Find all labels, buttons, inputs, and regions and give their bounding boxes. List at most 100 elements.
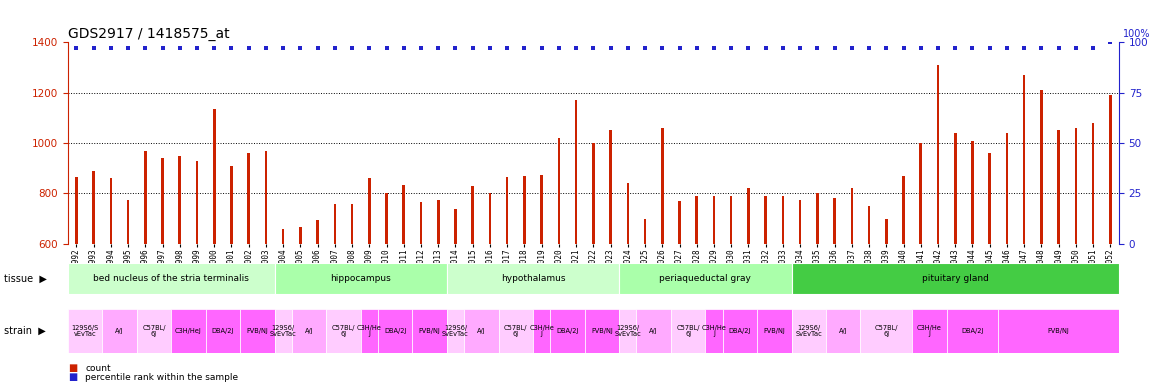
Text: strain  ▶: strain ▶: [4, 326, 46, 336]
Text: C3H/HeJ: C3H/HeJ: [175, 328, 202, 334]
Text: C57BL/
6J: C57BL/ 6J: [676, 325, 700, 338]
Bar: [550, 309, 585, 353]
Text: DBA/2J: DBA/2J: [729, 328, 751, 334]
Bar: [68, 263, 274, 294]
Bar: [695, 196, 698, 244]
Text: tissue  ▶: tissue ▶: [4, 273, 47, 283]
Point: [842, 45, 861, 51]
Text: A/J: A/J: [477, 328, 486, 334]
Point: [326, 45, 345, 51]
Point: [584, 45, 603, 51]
Text: A/J: A/J: [839, 328, 848, 334]
Point: [635, 45, 654, 51]
Bar: [499, 309, 533, 353]
Bar: [68, 309, 103, 353]
Point: [929, 45, 947, 51]
Point: [619, 45, 638, 51]
Point: [257, 45, 276, 51]
Text: FVB/NJ: FVB/NJ: [1048, 328, 1070, 334]
Bar: [144, 151, 147, 244]
Bar: [361, 309, 378, 353]
Bar: [274, 263, 447, 294]
Bar: [610, 131, 612, 244]
Bar: [317, 220, 319, 244]
Bar: [292, 309, 326, 353]
Bar: [919, 143, 922, 244]
Point: [653, 45, 672, 51]
Point: [1084, 45, 1103, 51]
Point: [688, 45, 707, 51]
Bar: [637, 309, 670, 353]
Text: percentile rank within the sample: percentile rank within the sample: [85, 373, 238, 382]
Bar: [1057, 131, 1059, 244]
Bar: [988, 153, 990, 244]
Bar: [472, 186, 474, 244]
Text: 129S6/
SvEvTac: 129S6/ SvEvTac: [795, 325, 822, 338]
Bar: [248, 153, 250, 244]
Bar: [326, 309, 361, 353]
Text: 129S6/
SvEvTac: 129S6/ SvEvTac: [443, 325, 468, 338]
Bar: [161, 158, 164, 244]
Text: ■: ■: [68, 372, 77, 382]
Text: C3H/He
J: C3H/He J: [917, 325, 941, 338]
Text: C57BL/
6J: C57BL/ 6J: [142, 325, 166, 338]
Bar: [670, 309, 705, 353]
Point: [808, 45, 827, 51]
Point: [895, 45, 913, 51]
Bar: [946, 309, 999, 353]
Bar: [533, 309, 550, 353]
Point: [997, 45, 1016, 51]
Bar: [661, 128, 663, 244]
Bar: [592, 143, 595, 244]
Bar: [1075, 128, 1077, 244]
Bar: [757, 309, 792, 353]
Text: FVB/NJ: FVB/NJ: [764, 328, 785, 334]
Bar: [385, 194, 388, 244]
Point: [188, 45, 207, 51]
Bar: [464, 309, 499, 353]
Point: [119, 45, 138, 51]
Text: A/J: A/J: [305, 328, 313, 334]
Point: [1049, 45, 1068, 51]
Bar: [723, 309, 757, 353]
Text: 129S6/
SvEvTac: 129S6/ SvEvTac: [614, 325, 641, 338]
Text: periaqueductal gray: periaqueductal gray: [660, 274, 751, 283]
Bar: [488, 194, 492, 244]
Point: [1066, 45, 1085, 51]
Bar: [299, 227, 301, 244]
Bar: [172, 309, 206, 353]
Point: [102, 45, 120, 51]
Point: [222, 45, 241, 51]
Bar: [196, 161, 199, 244]
Point: [1101, 39, 1120, 45]
Point: [964, 45, 982, 51]
Bar: [1110, 95, 1112, 244]
Text: pituitary gland: pituitary gland: [922, 274, 988, 283]
Point: [946, 45, 965, 51]
Point: [308, 45, 327, 51]
Text: A/J: A/J: [649, 328, 658, 334]
Bar: [230, 166, 232, 244]
Point: [515, 45, 534, 51]
Point: [273, 45, 292, 51]
Bar: [861, 309, 912, 353]
Bar: [241, 309, 274, 353]
Point: [360, 45, 378, 51]
Point: [135, 45, 154, 51]
Bar: [368, 178, 370, 244]
Point: [429, 45, 447, 51]
Bar: [1092, 123, 1094, 244]
Bar: [412, 309, 447, 353]
Point: [757, 45, 776, 51]
Bar: [1023, 75, 1026, 244]
Point: [67, 45, 85, 51]
Point: [566, 45, 585, 51]
Point: [980, 45, 999, 51]
Point: [342, 45, 361, 51]
Bar: [730, 196, 732, 244]
Point: [446, 45, 465, 51]
Text: C57BL/
6J: C57BL/ 6J: [875, 325, 898, 338]
Bar: [378, 309, 412, 353]
Bar: [619, 309, 637, 353]
Bar: [619, 263, 792, 294]
